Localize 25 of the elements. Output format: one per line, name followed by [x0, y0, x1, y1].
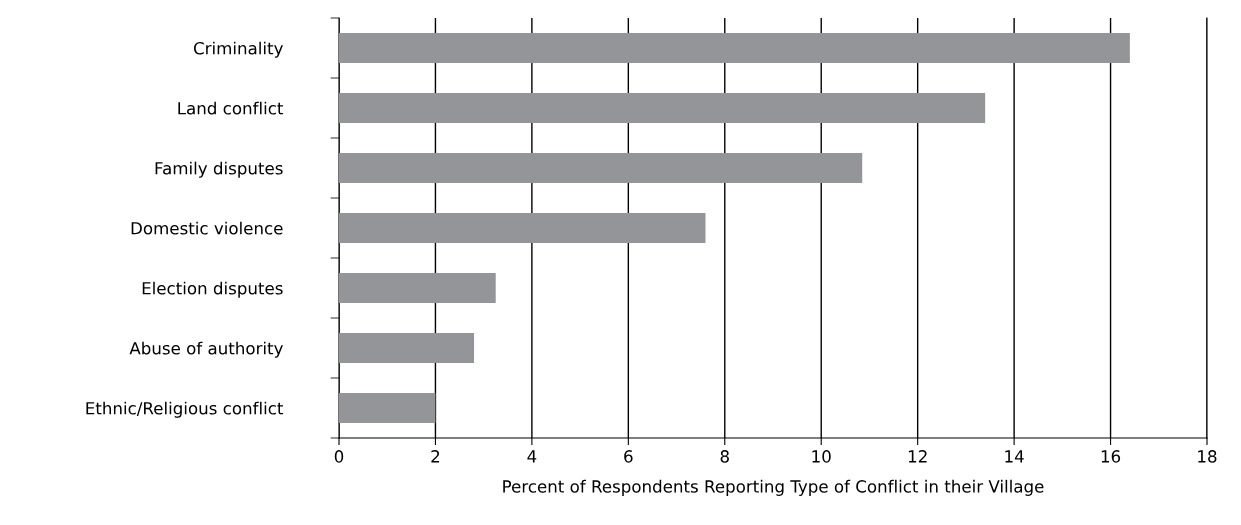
y-tick-label: Domestic violence [131, 221, 283, 235]
bar [339, 213, 706, 243]
bar [339, 33, 1130, 63]
bar [339, 153, 863, 183]
x-tick-label: 4 [527, 450, 537, 463]
y-tick-label: Criminality [193, 41, 283, 58]
y-tick-label: Election disputes [142, 281, 283, 298]
x-tick-label: 16 [1101, 450, 1121, 463]
y-tick-label: Abuse of authority [129, 341, 283, 358]
bar [339, 93, 986, 123]
x-tick-label: 12 [908, 450, 927, 463]
y-tick-label: Family disputes [155, 161, 283, 178]
x-tick-label: 6 [624, 450, 633, 463]
bar [339, 273, 496, 303]
x-tick-label: 18 [1198, 450, 1217, 463]
bar [339, 333, 475, 363]
x-tick-label: 2 [431, 450, 440, 463]
x-tick-label: 0 [334, 450, 344, 463]
y-tick-label: Ethnic/Religious conflict [86, 401, 284, 418]
x-axis-title: Percent of Respondents Reporting Type of Conflict in their Village [503, 479, 1044, 496]
x-tick-label: 10 [812, 450, 831, 463]
y-tick-label: Land conflict [178, 101, 284, 115]
bar [339, 393, 436, 423]
x-tick-label: 14 [1005, 450, 1024, 463]
x-tick-label: 8 [720, 450, 729, 463]
